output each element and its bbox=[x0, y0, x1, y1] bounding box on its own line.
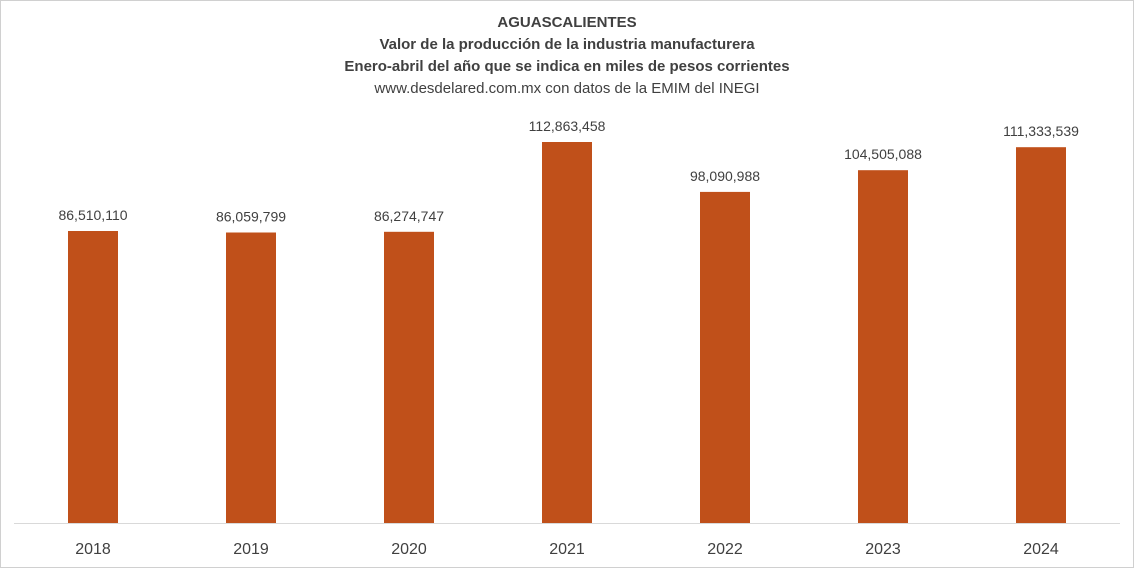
bars-group bbox=[68, 142, 1066, 524]
data-label-2023: 104,505,088 bbox=[844, 146, 922, 162]
category-label-2018: 2018 bbox=[75, 541, 111, 558]
category-label-2020: 2020 bbox=[391, 541, 427, 558]
bar-labels-group: 86,510,110 86,059,799 86,274,747 112,863,45… bbox=[58, 118, 1079, 225]
bar-2021 bbox=[542, 142, 592, 523]
category-label-2024: 2024 bbox=[1023, 541, 1059, 558]
bar-2024 bbox=[1016, 147, 1066, 523]
chart-title: AGUASCALIENTES bbox=[497, 14, 637, 31]
category-label-2022: 2022 bbox=[707, 541, 743, 558]
bar-2023 bbox=[858, 170, 908, 523]
data-label-2020: 86,274,747 bbox=[374, 208, 444, 224]
data-label-2019: 86,059,799 bbox=[216, 209, 286, 225]
data-label-2018: 86,510,110 bbox=[58, 207, 127, 223]
bar-2019 bbox=[226, 232, 276, 523]
chart-subtitle-2: Enero-abril del año que se indica en mil… bbox=[344, 58, 790, 75]
chart-source: www.desdelared.com.mx con datos de la EM… bbox=[374, 80, 760, 97]
bar-2020 bbox=[384, 231, 434, 524]
data-label-2022: 98,090,988 bbox=[690, 168, 760, 184]
category-label-2023: 2023 bbox=[865, 541, 901, 558]
category-label-2021: 2021 bbox=[549, 541, 585, 558]
chart-titles: AGUASCALIENTES Valor de la producción de… bbox=[0, 12, 1134, 100]
chart-subtitle-1: Valor de la producción de la industria m… bbox=[379, 36, 755, 53]
category-label-2019: 2019 bbox=[233, 541, 269, 558]
bar-2018 bbox=[68, 231, 118, 523]
data-label-2021: 112,863,458 bbox=[529, 118, 606, 134]
category-labels-group: 2018 2019 2020 2021 2022 2023 2024 bbox=[75, 541, 1059, 558]
bar-2022 bbox=[700, 191, 750, 523]
data-label-2024: 111,333,539 bbox=[1003, 123, 1079, 139]
